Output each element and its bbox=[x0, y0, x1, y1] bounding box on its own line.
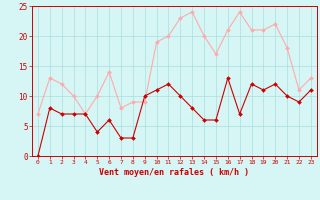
X-axis label: Vent moyen/en rafales ( km/h ): Vent moyen/en rafales ( km/h ) bbox=[100, 168, 249, 177]
